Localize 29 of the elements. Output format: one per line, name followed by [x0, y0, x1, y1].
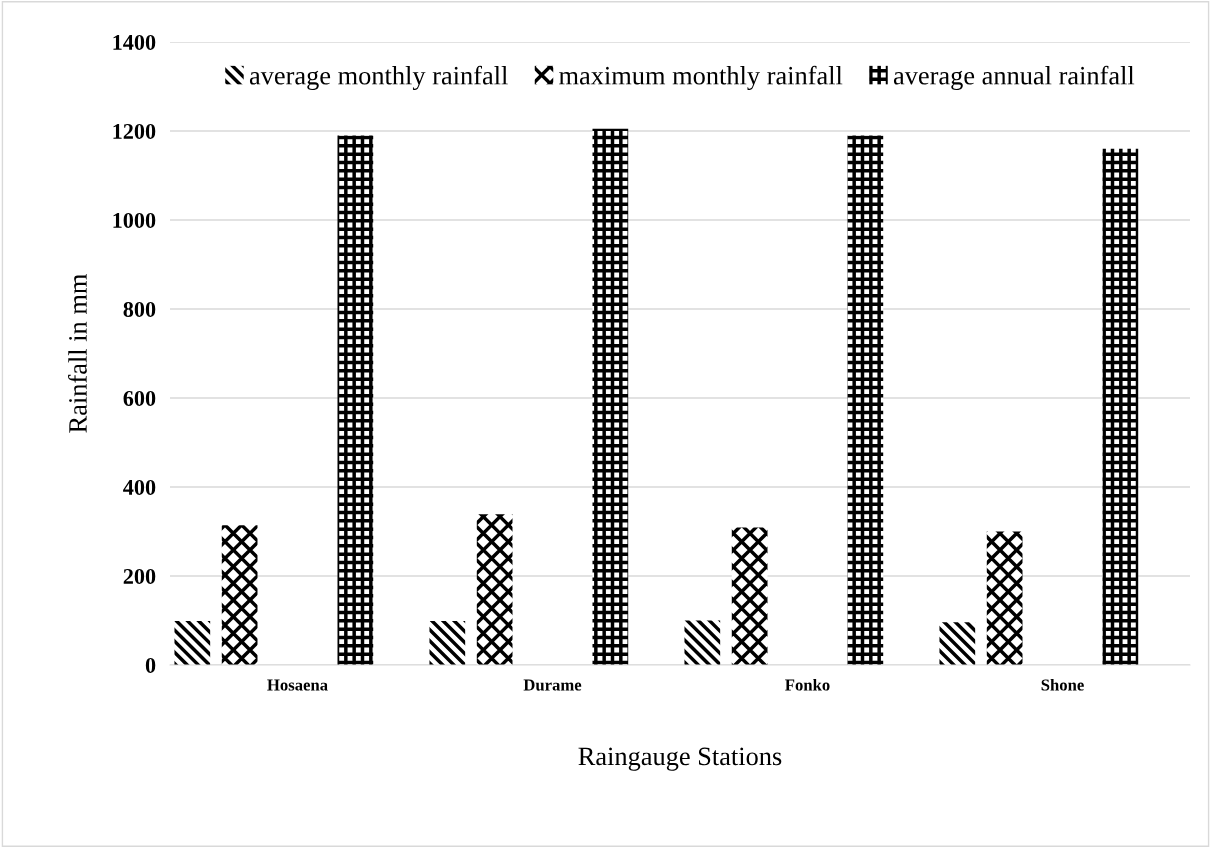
bar — [684, 620, 721, 665]
y-tick-label: 800 — [123, 301, 156, 317]
x-tick-label: Shone — [1041, 678, 1084, 691]
bar — [174, 620, 211, 665]
x-tick-label: Hosaena — [267, 679, 328, 691]
bar — [429, 620, 466, 665]
bar — [847, 135, 884, 665]
legend-label: average annual rainfall — [893, 65, 1135, 91]
x-axis-title: Raingauge Stations — [578, 747, 782, 771]
bar — [939, 622, 976, 665]
y-tick-label: 1400 — [113, 34, 156, 50]
bar — [221, 525, 258, 665]
y-tick-label: 400 — [123, 479, 156, 495]
bar — [476, 514, 513, 665]
legend-label: maximum monthly rainfall — [559, 65, 843, 91]
legend-label: average monthly rainfall — [249, 65, 508, 91]
y-tick-label: 600 — [123, 390, 156, 406]
bar — [592, 128, 629, 665]
y-tick-label: 1200 — [113, 123, 156, 139]
y-tick-label: 1000 — [113, 212, 156, 228]
bar — [337, 135, 374, 665]
bar — [731, 527, 768, 665]
bar — [1102, 148, 1139, 665]
y-tick-label: 0 — [145, 657, 156, 673]
bar — [986, 531, 1023, 665]
y-tick-label: 200 — [123, 568, 156, 584]
x-tick-label: Durame — [523, 679, 582, 691]
y-axis-title: Rainfall in mm — [68, 274, 87, 433]
x-tick-label: Fonko — [785, 678, 830, 691]
